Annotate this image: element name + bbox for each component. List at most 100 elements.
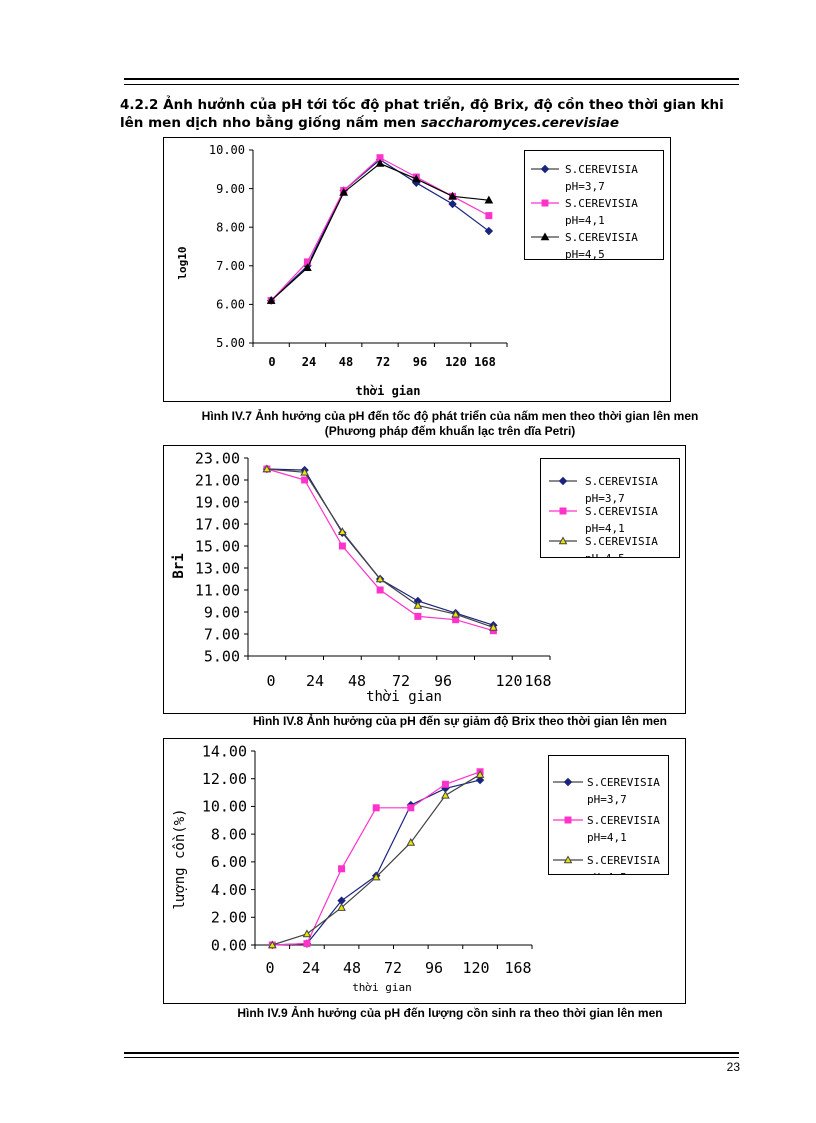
- y-tick-label: 19.00: [195, 493, 240, 511]
- data-point: [475, 775, 485, 785]
- y-tick-label: 5.00: [204, 647, 240, 665]
- y-tick-label: 6.00: [211, 853, 247, 871]
- data-point: [407, 804, 415, 812]
- x-tick-label: 120: [445, 355, 467, 369]
- data-point: [338, 865, 346, 873]
- data-point: [489, 622, 498, 631]
- data-point: [303, 263, 312, 272]
- series-line: [272, 774, 481, 946]
- figure-9-caption: Hình IV.9 Ảnh hưởng của pH đến lượng cồn…: [180, 1006, 720, 1021]
- legend-label: S.CEREVISIA: [585, 535, 658, 548]
- y-tick-label: 7.00: [204, 625, 240, 643]
- data-point: [301, 476, 309, 484]
- legend-label-ph: pH=4,5: [585, 552, 625, 557]
- y-tick-label: 2.00: [211, 909, 247, 927]
- legend-label-ph: pH=3,7: [585, 492, 625, 505]
- data-point: [375, 158, 385, 167]
- y-tick-label: 12.00: [202, 770, 247, 788]
- x-axis-label: thời gian: [366, 689, 442, 705]
- x-tick-label: 96: [413, 355, 427, 369]
- data-point: [406, 837, 416, 846]
- data-point: [338, 527, 347, 535]
- y-tick-label: 4.00: [211, 881, 247, 899]
- data-point: [262, 464, 272, 473]
- series-line: [270, 158, 490, 301]
- series-line: [270, 162, 489, 301]
- x-tick-label: 168: [504, 959, 531, 977]
- data-point: [338, 542, 346, 550]
- legend-label: S.CEREVISIA: [585, 475, 658, 488]
- data-point: [414, 612, 422, 620]
- figure-7-frame: 10.00 9.00 8.00 7.00 6.00 5.00 0 24 48 72 96 120 168…: [163, 137, 671, 402]
- legend-label-ph: pH=3,7: [565, 180, 605, 193]
- legend-label-ph: pH=4,1: [565, 214, 605, 227]
- y-tick-label: 9.00: [204, 603, 240, 621]
- y-tick-label: 17.00: [195, 515, 240, 533]
- bottom-rule: [124, 1052, 739, 1054]
- y-tick-label: 15.00: [195, 537, 240, 555]
- bottom-rule-thin: [124, 1057, 739, 1058]
- data-point: [411, 174, 421, 183]
- x-tick-label: 24: [302, 355, 316, 369]
- legend-label: S.CEREVISIA: [565, 231, 638, 244]
- data-point: [300, 467, 309, 476]
- x-tick-label: 48: [339, 355, 353, 369]
- x-axis-label: thời gian: [352, 981, 412, 994]
- y-tick-label: 5.00: [216, 336, 245, 350]
- x-tick-label: 48: [348, 672, 366, 690]
- x-tick-label: 120: [462, 959, 489, 977]
- x-tick-label: 0: [266, 672, 275, 690]
- legend-label-ph: pH=4,5: [565, 248, 605, 259]
- y-tick-label: 8.00: [216, 220, 245, 234]
- data-point: [376, 586, 384, 594]
- heading-line-2-prefix: lên men dịch nho bằng giống nấm men: [120, 115, 421, 131]
- figure-9-frame: 14.00 12.00 10.00 8.00 6.00 4.00 2.00 0.00 0 24 48…: [163, 738, 686, 1004]
- legend-marker: [564, 816, 572, 824]
- page-number: 23: [726, 1060, 740, 1074]
- data-point: [475, 770, 485, 778]
- data-point: [448, 199, 457, 209]
- x-axis-label: thời gian: [355, 384, 420, 398]
- data-point: [448, 191, 457, 200]
- legend-label: S.CEREVISIA: [585, 505, 658, 518]
- series-line: [266, 468, 494, 632]
- data-point: [485, 212, 493, 220]
- heading-species: saccharomyces.cerevisiae: [420, 115, 620, 131]
- figure-7-caption: Hình IV.7 Ảnh hưởng của pH đến tốc độ ph…: [140, 409, 760, 439]
- legend-label: S.CEREVISIA: [587, 776, 660, 789]
- x-tick-label: 0: [265, 959, 274, 977]
- y-tick-label: 8.00: [211, 825, 247, 843]
- data-point: [337, 903, 346, 911]
- data-point: [371, 872, 381, 881]
- top-rule: [124, 78, 739, 80]
- x-tick-label: 96: [425, 959, 443, 977]
- y-tick-label: 11.00: [195, 581, 240, 599]
- y-tick-label: 14.00: [202, 742, 247, 760]
- x-tick-label: 72: [376, 355, 390, 369]
- figure-9-caption-line: Hình IV.9 Ảnh hưởng của pH đến lượng cồn…: [237, 1006, 663, 1020]
- data-point: [302, 929, 312, 938]
- x-tick-label: 72: [392, 672, 410, 690]
- legend-markers: S.CEREVISIApH=3,7S.CEREVISIApH=4,1S.CERE…: [549, 475, 658, 557]
- x-tick-label: 168: [474, 355, 496, 369]
- figure-8-caption-line: Hình IV.8 Ảnh hưởng của pH đến sự giảm đ…: [252, 714, 668, 728]
- legend-label-ph: pH=4,5: [587, 871, 627, 874]
- y-tick-label: 21.00: [195, 471, 240, 489]
- legend-marker: [558, 476, 568, 486]
- figure-9-chart: 14.00 12.00 10.00 8.00 6.00 4.00 2.00 0.00 0 24 48…: [172, 742, 533, 994]
- heading-line-2: lên men dịch nho bằng giống nấm men sacc…: [120, 114, 750, 132]
- legend-markers: S.CEREVISIApH=3,7S.CEREVISIApH=4,1S.CERE…: [553, 776, 660, 874]
- legend-marker: [563, 777, 573, 787]
- series-line: [270, 156, 490, 301]
- legend-label-ph: pH=4,1: [587, 831, 627, 844]
- legend-marker: [563, 855, 573, 864]
- legend-label: S.CEREVISIA: [587, 814, 660, 827]
- legend-label-ph: pH=4,1: [585, 522, 625, 535]
- x-tick-label: 120: [495, 672, 522, 690]
- y-tick-label: 10.00: [209, 143, 245, 157]
- legend-label: S.CEREVISIA: [565, 197, 638, 210]
- legend-label: S.CEREVISIA: [565, 163, 638, 176]
- y-axis-label: log10: [176, 246, 189, 279]
- data-point: [339, 187, 349, 196]
- data-point: [452, 616, 460, 624]
